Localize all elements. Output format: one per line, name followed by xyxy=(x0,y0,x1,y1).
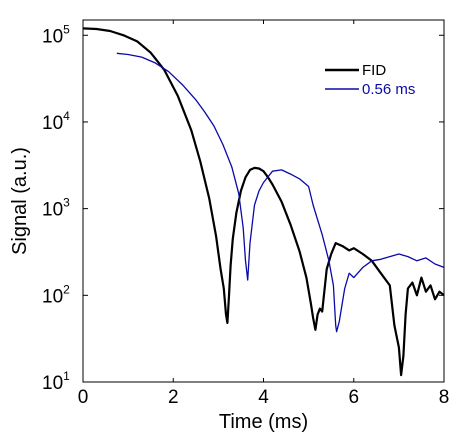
axis-ticks: 0 2 4 6 8 101 102 103 104 105 xyxy=(42,20,449,408)
y-tick-label: 104 xyxy=(42,109,70,134)
x-tick-label: 0 xyxy=(78,387,89,408)
plot-area xyxy=(82,27,445,377)
x-tick-label: 6 xyxy=(348,387,359,408)
y-tick-label: 103 xyxy=(42,196,70,221)
x-tick-label: 8 xyxy=(439,387,450,408)
legend: FID 0.56 ms xyxy=(318,58,436,102)
series-line-fid xyxy=(82,27,445,377)
x-tick-label: 2 xyxy=(168,387,179,408)
y-tick-label: 101 xyxy=(42,369,70,394)
y-tick-label: 102 xyxy=(42,282,70,307)
x-tick-label: 4 xyxy=(258,387,269,408)
legend-label: 0.56 ms xyxy=(362,81,415,98)
series-line-delay xyxy=(116,52,445,333)
legend-label: FID xyxy=(362,62,386,79)
x-axis-label: Time (ms) xyxy=(219,411,308,433)
y-axis-label: Signal (a.u.) xyxy=(9,147,31,255)
legend-box xyxy=(318,58,436,102)
y-tick-label: 105 xyxy=(42,22,70,47)
